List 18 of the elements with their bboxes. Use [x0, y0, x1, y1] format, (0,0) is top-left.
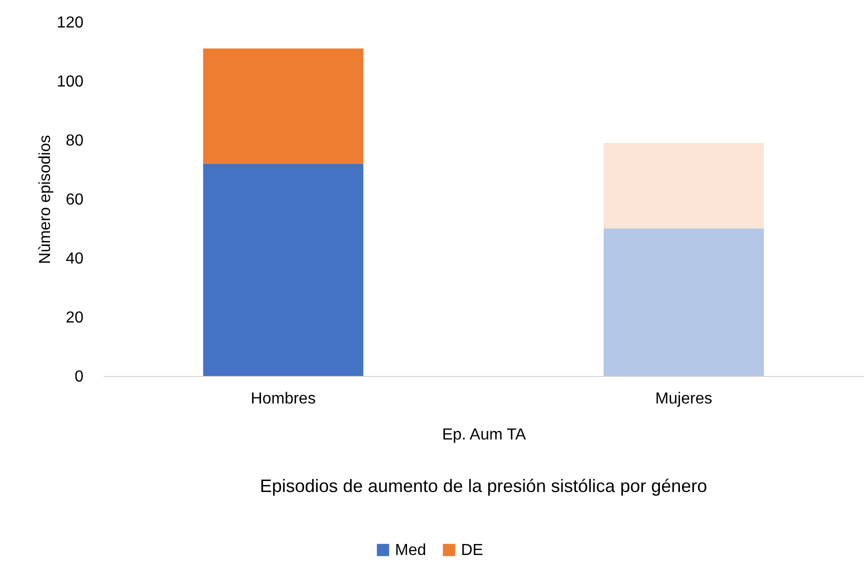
legend-label: DE [461, 542, 484, 559]
y-tick-label: 40 [66, 250, 84, 268]
bar [203, 48, 364, 164]
bar [203, 164, 364, 376]
y-tick-label: 80 [66, 132, 84, 150]
x-tick-label: Mujeres [655, 390, 712, 408]
text: Episodios de aumento de la presión sistólica por género [260, 476, 708, 496]
y-tick-label: 100 [56, 74, 84, 90]
bar [604, 228, 764, 376]
y-tick-label: 20 [66, 310, 84, 326]
bar [604, 142, 764, 228]
y-tick-label: 0 [74, 368, 84, 386]
y-tick-label: 60 [66, 192, 84, 208]
x-tick-label: Hombres [250, 390, 316, 408]
y-axis-title: Nùmero episodios [36, 135, 54, 264]
y-tick-label: 120 [56, 14, 84, 32]
legend-label: Med [395, 542, 426, 559]
x-axis-title: Ep. Aum TA [442, 426, 526, 444]
